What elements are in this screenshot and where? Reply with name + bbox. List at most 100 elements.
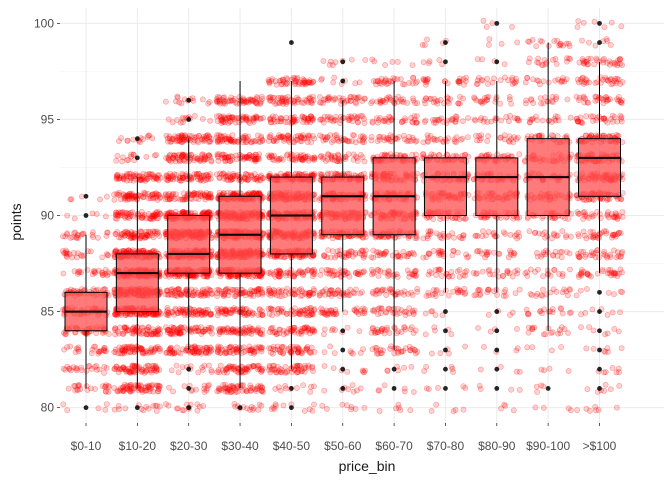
jitter-point (147, 366, 154, 373)
jitter-point (120, 347, 126, 353)
jitter-point (138, 383, 145, 389)
jitter-point (74, 365, 80, 372)
jitter-point (277, 115, 284, 121)
jitter-point (105, 270, 112, 277)
jitter-point (120, 388, 127, 394)
jitter-point (112, 325, 118, 331)
jitter-point (139, 324, 146, 331)
jitter-point (157, 330, 163, 337)
jitter-point (104, 272, 111, 279)
jitter-point (100, 271, 106, 278)
jitter-point (113, 346, 119, 353)
jitter-point (90, 286, 97, 292)
jitter-point (143, 312, 149, 319)
jitter-point (207, 311, 214, 318)
jitter-point (186, 132, 193, 139)
jitter-point (103, 348, 109, 355)
jitter-point (116, 406, 122, 413)
jitter-point (170, 388, 176, 395)
jitter-point (149, 365, 156, 372)
jitter-point (248, 139, 255, 146)
jitter-point (117, 324, 123, 331)
jitter-point (166, 196, 173, 203)
jitter-point (121, 366, 128, 372)
jitter-point (68, 196, 75, 202)
jitter-point (300, 382, 307, 389)
jitter-point (124, 368, 130, 374)
jitter-point (206, 328, 213, 335)
jitter-point (95, 267, 102, 274)
jitter-point (112, 331, 118, 338)
jitter-point (247, 96, 254, 102)
jitter-point (245, 154, 252, 161)
jitter-point (111, 406, 118, 413)
jitter-point (349, 253, 356, 260)
jitter-point (203, 290, 209, 297)
jitter-point (138, 368, 145, 375)
jitter-point (93, 211, 100, 217)
jitter-point (296, 268, 303, 275)
jitter-point (140, 330, 147, 337)
jitter-point (112, 248, 119, 255)
jitter-point (71, 249, 77, 256)
jitter-point (120, 384, 127, 391)
jitter-point (139, 349, 146, 356)
jitter-point (79, 286, 85, 292)
jitter-point (101, 344, 107, 351)
jitter-point (309, 100, 315, 106)
jitter-point (63, 247, 69, 254)
jitter-point (153, 407, 160, 414)
jitter-point (284, 151, 291, 158)
jitter-point (286, 171, 292, 178)
jitter-point (220, 95, 227, 101)
jitter-point (115, 176, 122, 182)
jitter-point (277, 273, 284, 279)
jitter-point (112, 348, 119, 355)
jitter-point (153, 344, 159, 351)
jitter-point (139, 325, 145, 331)
jitter-point (101, 369, 107, 376)
jitter-point (344, 368, 351, 375)
jitter-point (65, 385, 72, 392)
jitter-point (140, 327, 147, 334)
jitter-point (156, 326, 163, 333)
jitter-point (123, 368, 129, 375)
jitter-point (155, 388, 162, 395)
jitter-point (149, 213, 156, 220)
jitter-point (61, 250, 67, 256)
jitter-point (150, 403, 157, 409)
jitter-point (104, 229, 110, 236)
jitter-point (144, 331, 151, 337)
jitter-point (101, 363, 108, 370)
jitter-point (104, 229, 111, 236)
jitter-point (111, 196, 118, 203)
jitter-point (214, 99, 220, 105)
jitter-point (122, 311, 129, 318)
jitter-point (144, 362, 151, 369)
jitter-point (134, 344, 141, 350)
jitter-point (268, 366, 275, 373)
jitter-point (127, 348, 134, 355)
jitter-point (152, 330, 159, 337)
jitter-point (93, 330, 100, 337)
jitter-point (143, 403, 150, 410)
jitter-point (242, 292, 249, 299)
jitter-point (69, 254, 76, 261)
jitter-point (102, 388, 109, 395)
jitter-point (137, 234, 144, 241)
jitter-point (143, 387, 149, 394)
jitter-point (259, 384, 265, 391)
jitter-point (153, 382, 160, 389)
jitter-point (60, 233, 66, 240)
jitter-point (245, 171, 251, 178)
jitter-point (127, 209, 134, 216)
jitter-point (306, 289, 313, 296)
jitter-point (138, 366, 145, 373)
jitter-point (275, 384, 282, 391)
jitter-point (168, 367, 175, 374)
jitter-point (152, 402, 159, 409)
jitter-point (174, 292, 181, 299)
jitter-point (88, 350, 95, 357)
jitter-point (130, 362, 136, 369)
jitter-point (155, 327, 161, 334)
